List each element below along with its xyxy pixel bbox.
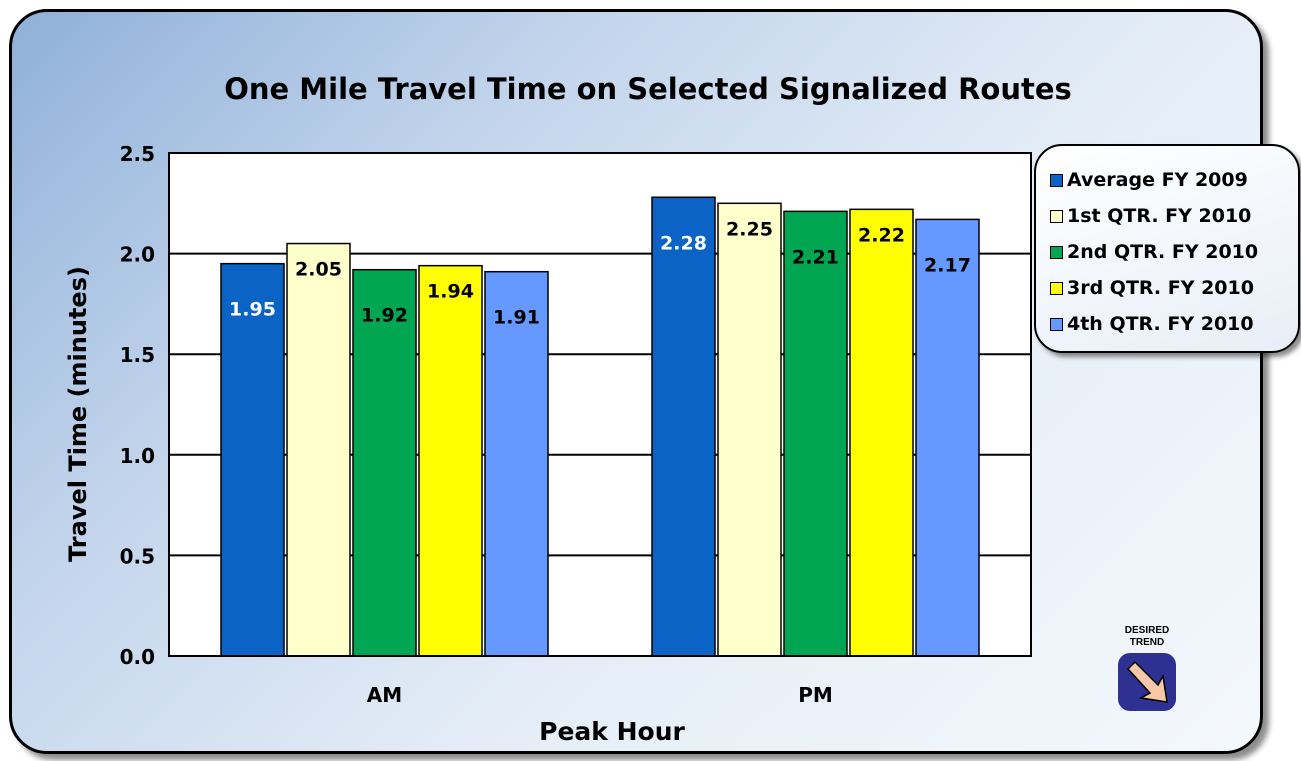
legend-swatch xyxy=(1050,317,1063,331)
legend-item: Average FY 2009 xyxy=(1050,162,1298,198)
legend-item: 4th QTR. FY 2010 xyxy=(1050,306,1298,342)
bar xyxy=(220,262,285,657)
y-tick-label: 2.0 xyxy=(120,243,155,267)
data-label: 2.21 xyxy=(792,246,839,268)
bar xyxy=(286,242,351,657)
chart-title: One Mile Travel Time on Selected Signali… xyxy=(224,72,1072,106)
data-label: 2.17 xyxy=(924,254,971,276)
y-tick-label: 0.0 xyxy=(120,645,155,669)
data-label: 1.94 xyxy=(427,281,474,303)
legend-item: 3rd QTR. FY 2010 xyxy=(1050,270,1298,306)
bar xyxy=(651,196,716,657)
bar xyxy=(418,264,483,657)
x-tick-label: AM xyxy=(367,683,402,707)
y-tick-label: 2.5 xyxy=(120,142,155,166)
legend-swatch xyxy=(1050,245,1063,259)
legend-swatch xyxy=(1050,281,1063,295)
legend-label: 1st QTR. FY 2010 xyxy=(1067,205,1252,227)
data-label: 2.05 xyxy=(295,259,342,281)
legend-label: 3rd QTR. FY 2010 xyxy=(1067,277,1254,299)
data-label: 2.22 xyxy=(858,224,905,246)
plot-area: 0.0 0.5 1.0 1.5 2.0 2.5 1.95 2.05 1.92 1.94 1.91 AM… xyxy=(120,142,1032,707)
bar xyxy=(484,270,549,657)
chart-frame: One Mile Travel Time on Selected Signali… xyxy=(9,9,1263,754)
y-axis-label: Travel Time (minutes) xyxy=(64,266,92,562)
legend-label: 4th QTR. FY 2010 xyxy=(1067,313,1254,335)
legend-item: 1st QTR. FY 2010 xyxy=(1050,198,1298,234)
desired-trend-badge: DESIRED TREND xyxy=(1115,625,1179,716)
bar xyxy=(783,210,848,657)
arrow-down-right-icon xyxy=(1118,653,1176,711)
legend-item: 2nd QTR. FY 2010 xyxy=(1050,234,1298,270)
bar xyxy=(717,202,782,657)
bar xyxy=(352,268,417,657)
legend-label: Average FY 2009 xyxy=(1067,169,1248,191)
y-tick-label: 1.5 xyxy=(120,343,155,367)
bar xyxy=(849,208,914,657)
desired-trend-label: DESIRED TREND xyxy=(1124,625,1170,648)
y-tick-label: 1.0 xyxy=(120,444,155,468)
plot-border xyxy=(168,152,1032,657)
data-label: 2.25 xyxy=(726,218,773,240)
data-label: 1.92 xyxy=(361,305,408,327)
x-axis-label: Peak Hour xyxy=(539,717,685,746)
legend-swatch xyxy=(1050,173,1063,187)
legend-label: 2nd QTR. FY 2010 xyxy=(1067,241,1259,263)
data-label: 1.91 xyxy=(493,307,540,329)
bar xyxy=(915,218,980,657)
data-label: 1.95 xyxy=(229,299,276,321)
legend-swatch xyxy=(1050,209,1063,223)
y-tick-label: 0.5 xyxy=(120,544,155,568)
chart-legend: Average FY 2009 1st QTR. FY 2010 2nd QTR… xyxy=(1034,144,1300,353)
chart-svg: One Mile Travel Time on Selected Signali… xyxy=(64,72,1072,746)
data-label: 2.28 xyxy=(660,232,707,254)
x-tick-label: PM xyxy=(798,683,833,707)
